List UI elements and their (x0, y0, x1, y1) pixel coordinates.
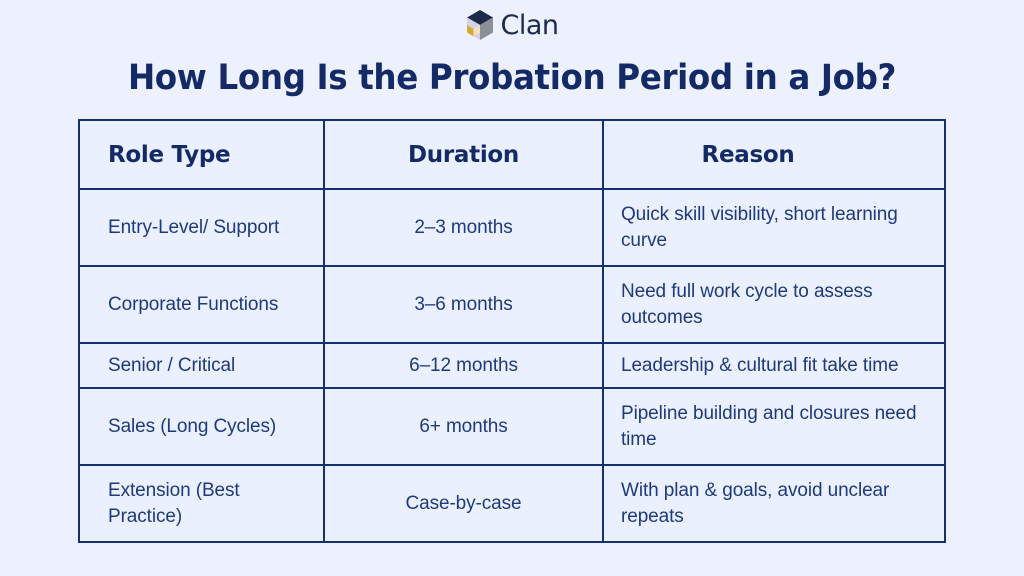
column-header-duration: Duration (324, 121, 604, 190)
table-row: Corporate Functions 3–6 months Need full… (80, 266, 944, 345)
clan-hexagon-cube-logo-icon (465, 9, 495, 41)
cell-reason: Quick skill visibility, short learning c… (603, 189, 944, 268)
cell-role-type: Extension (Best Practice) (80, 465, 325, 541)
table-row: Sales (Long Cycles) 6+ months Pipeline b… (80, 388, 944, 467)
cell-role-type: Entry-Level/ Support (80, 189, 325, 268)
brand-name: Clan (500, 9, 559, 41)
cell-reason: Pipeline building and closures need time (603, 388, 944, 467)
cell-reason: Need full work cycle to assess outcomes (603, 266, 944, 345)
cell-role-type: Senior / Critical (80, 343, 325, 390)
cell-duration: 2–3 months (324, 189, 604, 268)
column-header-reason: Reason (603, 121, 944, 190)
cell-reason: Leadership & cultural fit take time (603, 343, 944, 390)
cell-duration: 6+ months (324, 388, 604, 467)
brand-header: Clan (0, 8, 1024, 42)
cell-role-type: Sales (Long Cycles) (80, 388, 325, 467)
cell-duration: 3–6 months (324, 266, 604, 345)
probation-period-table: Role Type Duration Reason Entry-Level/ S… (78, 119, 946, 543)
table-row: Extension (Best Practice) Case-by-case W… (80, 465, 944, 541)
table-row: Entry-Level/ Support 2–3 months Quick sk… (80, 189, 944, 268)
column-header-role-type: Role Type (80, 121, 325, 190)
table-row: Senior / Critical 6–12 months Leadership… (80, 343, 944, 390)
cell-role-type: Corporate Functions (80, 266, 325, 345)
table: Role Type Duration Reason Entry-Level/ S… (80, 121, 944, 541)
cell-reason: With plan & goals, avoid unclear repeats (603, 465, 944, 541)
table-header-row: Role Type Duration Reason (80, 121, 944, 190)
cell-duration: 6–12 months (324, 343, 604, 390)
cell-duration: Case-by-case (324, 465, 604, 541)
page-title: How Long Is the Probation Period in a Jo… (127, 58, 897, 98)
